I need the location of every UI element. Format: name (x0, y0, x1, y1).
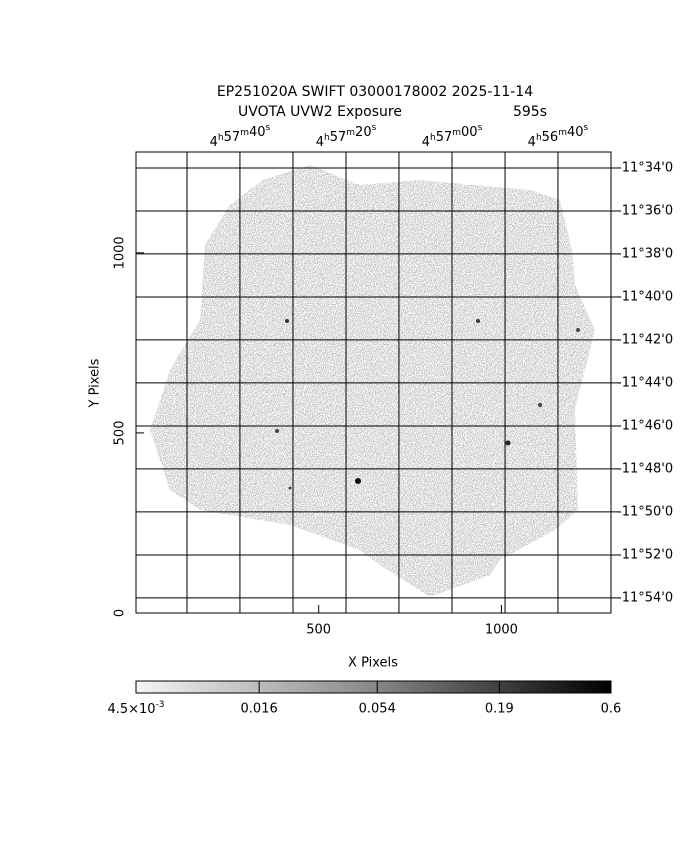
source (285, 319, 289, 323)
dec-tick-label: -11°36'0 (617, 203, 673, 218)
colorbar-tick-label: 0.016 (241, 702, 278, 717)
y-tick-label: 1000 (113, 236, 128, 269)
colorbar (135, 680, 612, 694)
ra-tick-label: 4h57m20s (316, 123, 377, 150)
exposure: 595s (513, 104, 547, 120)
dec-tick-label: -11°54'0 (617, 590, 673, 605)
dec-tick-label: -11°50'0 (617, 504, 673, 519)
source (288, 486, 292, 490)
source (505, 440, 511, 446)
image (150, 165, 595, 597)
dec-tick-label: -11°40'0 (617, 289, 673, 304)
x-tick-label: 1000 (485, 623, 518, 638)
source (476, 319, 480, 323)
dec-tick-label: -11°46'0 (617, 418, 673, 433)
chart-title: EP251020A SWIFT 03000178002 2025-11-14 (217, 84, 533, 100)
colorbar-tick-label: 4.5×10-3 (107, 700, 164, 717)
source (275, 429, 279, 433)
x-tick-label: 500 (306, 623, 331, 638)
ra-tick-label: 4h57m00s (422, 123, 483, 150)
colorbar-tick-label: 0.054 (359, 702, 396, 717)
x-axis-label: X Pixels (348, 656, 398, 671)
chart-subtitle: UVOTA UVW2 Exposure (238, 104, 402, 120)
colorbar-tick-label: 0.6 (601, 702, 622, 717)
dec-tick-label: -11°44'0 (617, 375, 673, 390)
ra-tick-label: 4h56m40s (528, 123, 589, 150)
ra-tick-label: 4h57m40s (210, 123, 271, 150)
y-tick-label: 0 (113, 609, 128, 617)
source (355, 478, 361, 484)
exposure-footprint (150, 165, 595, 597)
y-tick-label: 500 (113, 421, 128, 446)
y-axis-label: Y Pixels (88, 358, 103, 408)
dec-tick-label: -11°52'0 (617, 547, 673, 562)
source (576, 328, 580, 332)
dec-tick-label: -11°48'0 (617, 461, 673, 476)
dec-tick-label: -11°42'0 (617, 332, 673, 347)
source (538, 403, 542, 407)
colorbar-tick-label: 0.19 (485, 702, 514, 717)
dec-tick-label: -11°34'0 (617, 160, 673, 175)
dec-tick-label: -11°38'0 (617, 246, 673, 261)
